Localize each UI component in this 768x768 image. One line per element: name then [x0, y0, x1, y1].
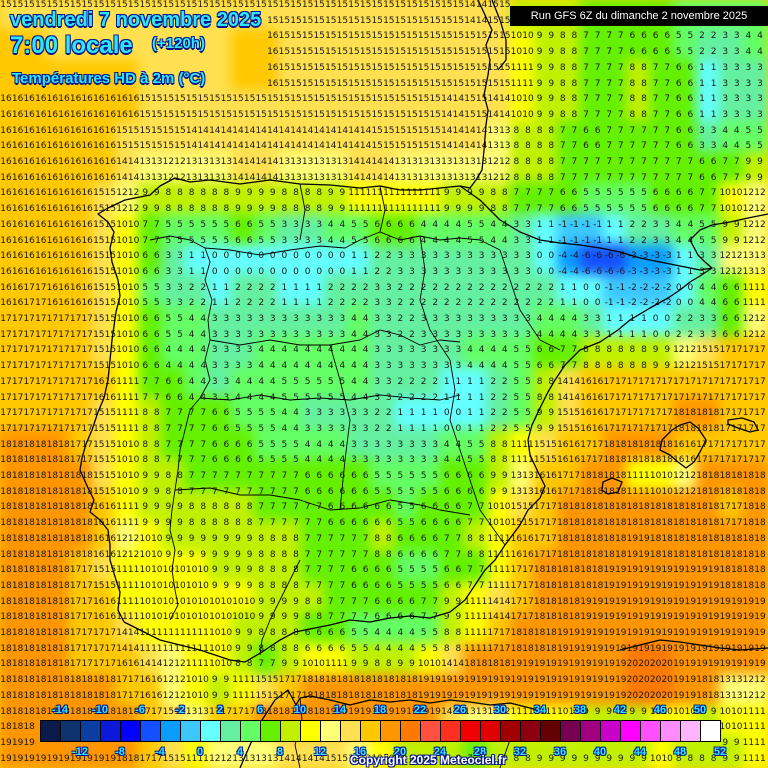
pyrenees-border: [459, 185, 713, 271]
legend-swatch: [541, 721, 561, 741]
legend-swatch: [681, 721, 701, 741]
legend-swatch: [461, 721, 481, 741]
legend-swatch: [201, 721, 221, 741]
legend-swatch: [121, 721, 141, 741]
legend-swatch: [601, 721, 621, 741]
legend-label: 34: [534, 704, 546, 716]
legend-label: 22: [414, 704, 426, 716]
legend-label: -8: [115, 746, 125, 758]
legend-label: 38: [574, 704, 586, 716]
model-run-banner: Run GFS 6Z du dimanche 2 novembre 2025: [510, 6, 768, 26]
mallorca: [659, 421, 707, 469]
legend-label: 36: [554, 746, 566, 758]
france-atlantic-coast: [459, 0, 493, 189]
legend-label: -2: [175, 704, 185, 716]
legend-label: -12: [72, 746, 88, 758]
iberia-east-coast: [504, 267, 713, 546]
menorca: [727, 417, 759, 433]
color-scale-legend: [40, 720, 721, 742]
legend-swatch: [241, 721, 261, 741]
north-africa-coast: [239, 689, 546, 768]
france-mediterranean-coast: [689, 213, 768, 269]
legend-label: 52: [714, 746, 726, 758]
legend-label: -4: [155, 746, 165, 758]
legend-label: -6: [135, 704, 145, 716]
legend-swatch: [421, 721, 441, 741]
legend-label: -10: [92, 704, 108, 716]
legend-label: 26: [454, 704, 466, 716]
legend-swatch: [501, 721, 521, 741]
ibiza: [601, 477, 623, 495]
copyright-notice: Copyright 2025 Meteociel.fr: [350, 753, 507, 767]
forecast-lead-time: (+120h): [152, 35, 205, 52]
legend-label: 50: [694, 704, 706, 716]
legend-label: 4: [237, 746, 243, 758]
legend-swatch: [281, 721, 301, 741]
legend-swatch: [701, 721, 720, 741]
legend-swatch: [381, 721, 401, 741]
legend-swatch: [621, 721, 641, 741]
legend-label: -14: [52, 704, 68, 716]
legend-swatch: [641, 721, 661, 741]
legend-swatch: [441, 721, 461, 741]
legend-swatch: [81, 721, 101, 741]
legend-swatch: [61, 721, 81, 741]
iberia-south-coast: [123, 544, 506, 663]
legend-label: 32: [514, 746, 526, 758]
legend-label: 42: [614, 704, 626, 716]
legend-label: 14: [334, 704, 346, 716]
legend-swatch: [41, 721, 61, 741]
legend-swatch: [361, 721, 381, 741]
legend-swatch: [181, 721, 201, 741]
legend-swatch: [321, 721, 341, 741]
legend-swatch: [161, 721, 181, 741]
legend-label: 28: [474, 746, 486, 758]
legend-swatch: [401, 721, 421, 741]
legend-label: 30: [494, 704, 506, 716]
legend-label: 2: [217, 704, 223, 716]
legend-label: 20: [394, 746, 406, 758]
legend-label: 48: [674, 746, 686, 758]
legend-label: 10: [294, 704, 306, 716]
legend-swatch: [221, 721, 241, 741]
parameter-title: Températures HD à 2m (°C): [12, 70, 205, 87]
iberia-west-coast: [79, 247, 125, 623]
legend-label: 0: [197, 746, 203, 758]
legend-swatch: [261, 721, 281, 741]
legend-label: 8: [277, 746, 283, 758]
legend-swatch: [561, 721, 581, 741]
legend-label: 44: [634, 746, 646, 758]
forecast-time: 7:00 locale: [10, 32, 133, 60]
legend-label: 6: [257, 704, 263, 716]
legend-swatch: [661, 721, 681, 741]
legend-swatch: [521, 721, 541, 741]
legend-swatch: [581, 721, 601, 741]
legend-label: 16: [354, 746, 366, 758]
spain-north-coast: [97, 177, 461, 249]
legend-label: 18: [374, 704, 386, 716]
legend-label: 46: [654, 704, 666, 716]
legend-label: 12: [314, 746, 326, 758]
legend-swatch: [341, 721, 361, 741]
legend-swatch: [301, 721, 321, 741]
legend-label: 24: [434, 746, 446, 758]
portugal-spain-border: [149, 235, 213, 621]
legend-swatch: [481, 721, 501, 741]
forecast-date: vendredi 7 novembre 2025: [10, 9, 261, 32]
legend-swatch: [141, 721, 161, 741]
legend-label: 40: [594, 746, 606, 758]
legend-swatch: [101, 721, 121, 741]
